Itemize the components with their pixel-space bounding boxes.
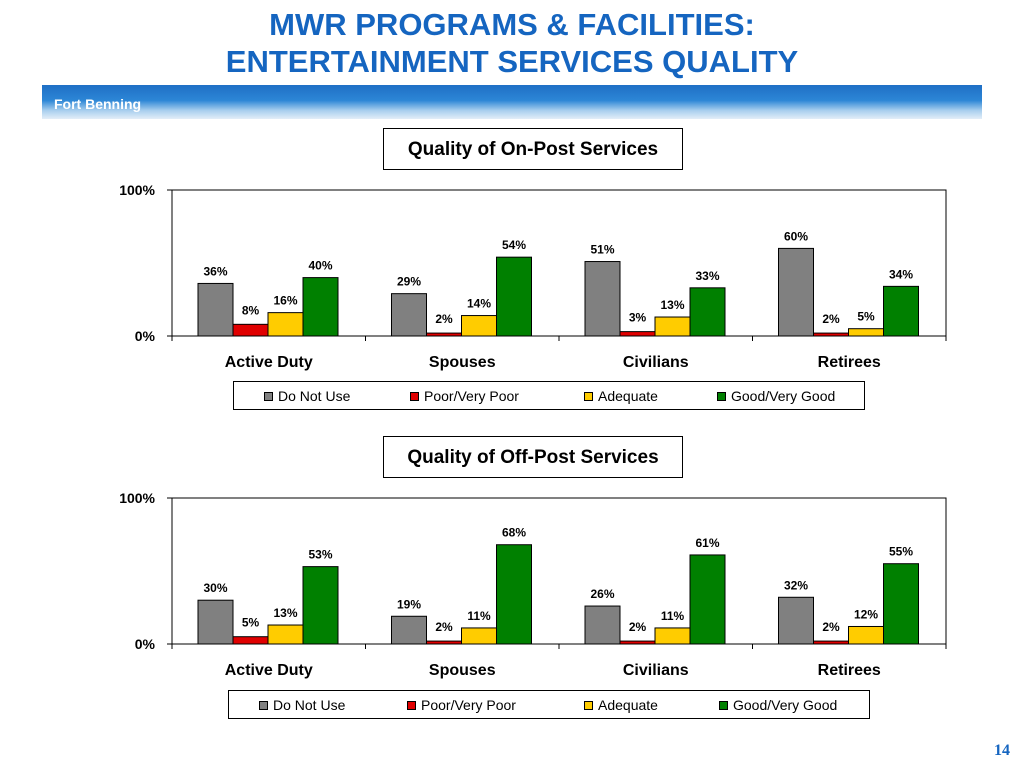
data-label: 32% xyxy=(784,578,808,592)
data-label: 61% xyxy=(695,536,719,550)
data-label: 14% xyxy=(467,297,491,311)
plot-area xyxy=(171,497,947,645)
bar-do-not-use xyxy=(584,605,621,645)
bar-do-not-use xyxy=(197,599,234,645)
x-category-label: Spouses xyxy=(429,354,496,371)
y-tick-label: 100% xyxy=(119,490,155,506)
bar-good-very-good xyxy=(302,566,339,645)
x-category-label: Retirees xyxy=(818,662,881,679)
data-label: 12% xyxy=(854,607,878,621)
legend-label: Poor/Very Poor xyxy=(421,697,516,713)
bar-do-not-use xyxy=(778,247,814,337)
data-label: 19% xyxy=(397,597,421,611)
chart-2-title: Quality of Off-Post Services xyxy=(383,436,683,478)
data-label: 11% xyxy=(661,609,685,623)
x-category-label: Retirees xyxy=(818,354,881,371)
legend-swatch xyxy=(719,701,728,710)
page-title: MWR PROGRAMS & FACILITIES: ENTERTAINMENT… xyxy=(0,6,1024,80)
legend-swatch xyxy=(584,701,593,710)
data-label: 40% xyxy=(308,259,332,273)
bar-poor-very-poor xyxy=(232,636,269,645)
data-label: 11% xyxy=(467,609,491,623)
page-title-line-1: MWR PROGRAMS & FACILITIES: xyxy=(269,7,755,42)
chart-2-legend: Do Not Use Poor/Very Poor Adequate Good/Ver… xyxy=(228,690,870,719)
x-category-label: Civilians xyxy=(623,662,689,679)
legend-label: Good/Very Good xyxy=(731,388,836,404)
bar-do-not-use xyxy=(197,282,234,337)
legend-label: Adequate xyxy=(598,697,658,713)
bar-good-very-good xyxy=(689,287,726,337)
data-label: 30% xyxy=(203,581,227,595)
chart-1-title: Quality of On-Post Services xyxy=(383,128,683,170)
legend-swatch xyxy=(410,392,419,401)
legend-swatch xyxy=(584,392,593,401)
bar-good-very-good xyxy=(883,285,919,337)
data-label: 3% xyxy=(629,311,647,325)
data-label: 36% xyxy=(203,264,227,278)
data-label: 2% xyxy=(822,312,840,326)
bar-good-very-good xyxy=(689,554,726,645)
y-tick-label: 100% xyxy=(119,182,155,198)
bar-adequate xyxy=(267,624,304,645)
data-label: 55% xyxy=(889,545,913,559)
data-label: 54% xyxy=(502,238,526,252)
legend-swatch xyxy=(407,701,416,710)
bar-poor-very-poor xyxy=(426,640,462,645)
bar-good-very-good xyxy=(496,256,532,337)
data-label: 60% xyxy=(784,229,808,243)
y-tick-label: 0% xyxy=(135,328,156,344)
legend-label: Poor/Very Poor xyxy=(424,388,519,404)
data-label: 8% xyxy=(242,303,260,317)
data-label: 2% xyxy=(435,312,453,326)
bar-adequate xyxy=(461,627,497,645)
bar-poor-very-poor xyxy=(619,640,656,645)
legend-label: Good/Very Good xyxy=(733,697,838,713)
x-category-label: Spouses xyxy=(429,662,496,679)
legend-label: Do Not Use xyxy=(278,388,351,404)
data-label: 29% xyxy=(397,275,421,289)
data-label: 13% xyxy=(660,298,684,312)
data-label: 2% xyxy=(435,620,453,634)
page-number: 14 xyxy=(994,742,1010,759)
bar-adequate xyxy=(654,627,691,645)
header-banner: Fort Benning xyxy=(42,85,982,119)
data-label: 51% xyxy=(590,243,614,257)
x-category-label: Active Duty xyxy=(225,354,313,371)
legend-label: Adequate xyxy=(598,388,658,404)
bar-do-not-use xyxy=(391,615,427,645)
banner-subtitle: Fort Benning xyxy=(54,96,142,112)
data-label: 53% xyxy=(308,548,332,562)
legend-swatch xyxy=(259,701,268,710)
x-category-label: Active Duty xyxy=(225,662,313,679)
y-tick-label: 0% xyxy=(135,636,156,652)
x-category-label: Civilians xyxy=(623,354,689,371)
page-title-line-2: ENTERTAINMENT SERVICES QUALITY xyxy=(225,44,799,79)
data-label: 2% xyxy=(629,620,647,634)
data-label: 33% xyxy=(695,269,719,283)
data-label: 16% xyxy=(273,294,297,308)
legend-swatch xyxy=(264,392,273,401)
legend-swatch xyxy=(717,392,726,401)
bar-good-very-good xyxy=(883,563,919,645)
chart-1-legend: Do Not Use Poor/Very Poor Adequate Good/Ver… xyxy=(233,381,865,410)
bar-good-very-good xyxy=(496,544,532,645)
data-label: 26% xyxy=(590,587,614,601)
data-label: 5% xyxy=(857,310,875,324)
bar-poor-very-poor xyxy=(813,640,849,645)
bar-adequate xyxy=(848,625,884,645)
bar-good-very-good xyxy=(302,277,339,337)
data-label: 5% xyxy=(242,616,260,630)
data-label: 68% xyxy=(502,526,526,540)
bar-do-not-use xyxy=(584,261,621,337)
data-label: 13% xyxy=(273,606,297,620)
bar-do-not-use xyxy=(778,596,814,645)
legend-label: Do Not Use xyxy=(273,697,346,713)
bar-do-not-use xyxy=(391,293,427,337)
data-label: 34% xyxy=(889,267,913,281)
plot-area xyxy=(171,189,947,337)
data-label: 2% xyxy=(822,620,840,634)
